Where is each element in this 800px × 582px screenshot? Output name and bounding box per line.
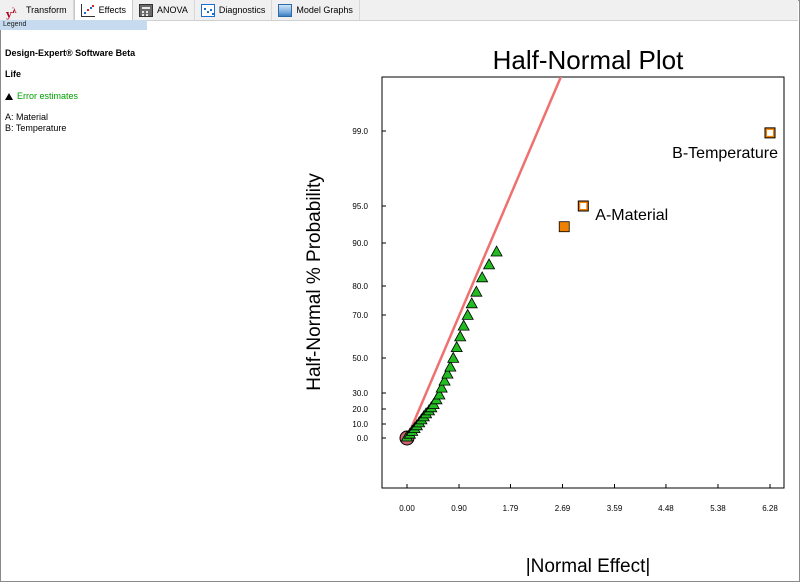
effect-point (558, 221, 570, 233)
error-estimate-point (465, 297, 478, 309)
tab-effects[interactable]: Effects (73, 0, 134, 20)
y-tick-label: 99.0 (352, 127, 368, 136)
legend-error-estimates-label: Error estimates (17, 91, 79, 101)
legend-error-estimates: Error estimates (5, 91, 78, 101)
legend-software-name: Design-Expert® Software Beta (5, 48, 136, 58)
error-estimate-point (433, 388, 446, 400)
y-tick-label: 70.0 (352, 311, 368, 320)
y-axis-ticks: 0.0 10.0 20.0 30.0 50.0 70.0 80.0 90.0 95.0 99.0 (352, 127, 386, 443)
x-tick-label: 2.69 (555, 504, 571, 513)
calculator-icon (139, 3, 154, 17)
y-tick-label: 80.0 (352, 282, 368, 291)
y-tick-label: 90.0 (352, 239, 368, 248)
model-graphs-icon (278, 3, 293, 17)
triangle-marker-icon (5, 92, 13, 100)
effect-label: A-Material (595, 207, 668, 224)
toolbar: yλ Transform Effects ANOVA Diagnostics M… (0, 0, 798, 21)
effect-point-inner (767, 129, 773, 136)
x-tick-label: 1.79 (503, 504, 519, 513)
error-estimate-point (457, 319, 470, 331)
diagnostics-icon (200, 3, 215, 17)
x-tick-label: 6.28 (762, 504, 778, 513)
x-tick-label: 3.59 (607, 504, 623, 513)
tab-effects-label: Effects (98, 5, 127, 15)
tab-transform[interactable]: yλ Transform (0, 0, 74, 20)
y-tick-label: 30.0 (352, 389, 368, 398)
error-estimate-point (438, 374, 451, 386)
fit-line (405, 77, 563, 439)
error-estimate-point (453, 330, 467, 342)
x-tick-label: 5.38 (710, 504, 726, 513)
error-estimate-point (435, 381, 448, 393)
chart-title: Half-Normal Plot (493, 45, 684, 75)
tab-diagnostics[interactable]: Diagnostics (195, 0, 273, 20)
legend-response-name: Life (5, 69, 22, 79)
data-points: A-Material B-Temperature (399, 127, 778, 446)
tab-model-graphs-label: Model Graphs (296, 5, 353, 15)
error-estimate-point (470, 285, 483, 297)
error-estimate-point (450, 340, 463, 353)
x-tick-label: 0.90 (451, 504, 467, 513)
effect-label: B-Temperature (672, 145, 778, 162)
effects-scatter-icon (80, 3, 95, 17)
tab-model-graphs[interactable]: Model Graphs (272, 0, 360, 20)
y-tick-label: 50.0 (352, 354, 368, 363)
transform-lambda-icon: yλ (6, 5, 17, 20)
y-axis-label: Half-Normal % Probability (304, 173, 325, 391)
legend-factor-a: A: Material (5, 112, 49, 122)
legend-factor-b: B: Temperature (5, 123, 67, 133)
tab-anova-label: ANOVA (157, 5, 188, 15)
error-estimate-point (475, 271, 489, 283)
y-tick-label: 20.0 (352, 405, 368, 414)
x-axis-label: |Normal Effect| (526, 556, 651, 577)
error-estimate-point (441, 367, 454, 379)
error-estimate-point (461, 308, 474, 320)
x-tick-label: 0.00 (399, 504, 415, 513)
error-estimate-point (482, 258, 496, 270)
plot-frame (381, 76, 785, 489)
error-estimate-point (447, 351, 460, 363)
x-tick-label: 4.48 (658, 504, 674, 513)
y-tick-label: 0.0 (357, 434, 369, 443)
error-estimate-point (444, 360, 457, 372)
tab-transform-label: Transform (26, 5, 67, 15)
fit-line-group (405, 77, 563, 439)
legend-header: Legend (0, 20, 147, 30)
tab-anova[interactable]: ANOVA (133, 0, 195, 20)
x-axis-ticks: 0.00 0.90 1.79 2.69 3.59 4.48 5.38 6.28 (399, 484, 778, 513)
effect-point-inner (580, 203, 587, 209)
tab-diagnostics-label: Diagnostics (218, 5, 266, 15)
y-tick-label: 10.0 (352, 420, 368, 429)
y-tick-label: 95.0 (352, 202, 368, 211)
error-estimate-point (490, 245, 503, 257)
